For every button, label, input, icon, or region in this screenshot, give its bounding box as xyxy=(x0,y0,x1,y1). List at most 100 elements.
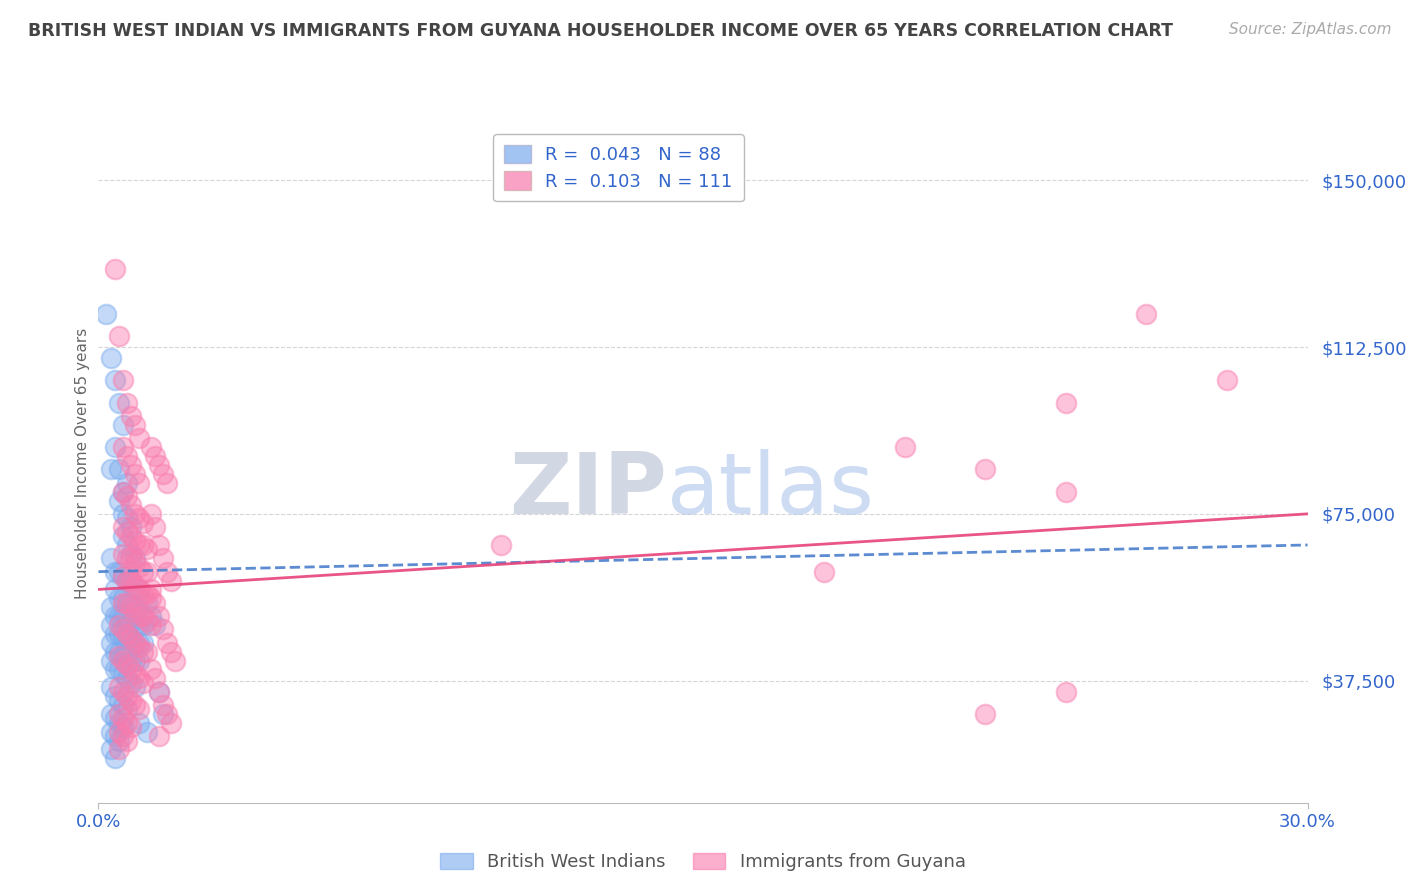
Point xyxy=(111,591,134,606)
Point xyxy=(160,574,183,588)
Point xyxy=(120,547,142,561)
Point xyxy=(107,662,129,676)
Point xyxy=(124,551,146,566)
Point xyxy=(107,680,129,694)
Point xyxy=(139,507,162,521)
Point xyxy=(115,538,138,552)
Point xyxy=(100,742,122,756)
Point xyxy=(120,632,142,646)
Point xyxy=(100,636,122,650)
Point xyxy=(128,600,150,615)
Point xyxy=(103,689,125,703)
Point xyxy=(132,565,155,579)
Legend: R =  0.043   N = 88, R =  0.103   N = 111: R = 0.043 N = 88, R = 0.103 N = 111 xyxy=(494,134,744,202)
Point xyxy=(115,475,138,490)
Point xyxy=(111,569,134,583)
Point xyxy=(132,538,155,552)
Point xyxy=(103,262,125,277)
Point xyxy=(120,675,142,690)
Point xyxy=(128,640,150,655)
Point xyxy=(148,684,170,698)
Point xyxy=(143,449,166,463)
Point xyxy=(974,462,997,476)
Point xyxy=(111,711,134,725)
Point xyxy=(124,533,146,548)
Point xyxy=(115,733,138,747)
Point xyxy=(115,702,138,716)
Point xyxy=(100,351,122,366)
Point xyxy=(100,724,122,739)
Point xyxy=(128,511,150,525)
Point xyxy=(111,609,134,624)
Point xyxy=(111,623,134,637)
Text: atlas: atlas xyxy=(666,450,875,533)
Point xyxy=(107,627,129,641)
Point xyxy=(120,498,142,512)
Point xyxy=(135,645,157,659)
Point xyxy=(124,600,146,615)
Point xyxy=(100,551,122,566)
Point xyxy=(111,417,134,432)
Point xyxy=(107,462,129,476)
Point xyxy=(115,627,138,641)
Point xyxy=(128,609,150,624)
Text: ZIP: ZIP xyxy=(509,450,666,533)
Point xyxy=(143,520,166,534)
Point xyxy=(111,649,134,664)
Legend: British West Indians, Immigrants from Guyana: British West Indians, Immigrants from Gu… xyxy=(433,846,973,879)
Point xyxy=(111,529,134,543)
Point xyxy=(103,627,125,641)
Point xyxy=(115,574,138,588)
Point xyxy=(152,551,174,566)
Point xyxy=(143,618,166,632)
Point xyxy=(111,440,134,454)
Point xyxy=(115,715,138,730)
Point xyxy=(107,724,129,739)
Point xyxy=(115,574,138,588)
Point xyxy=(1054,484,1077,499)
Point xyxy=(132,618,155,632)
Point xyxy=(124,417,146,432)
Point xyxy=(132,587,155,601)
Point xyxy=(132,636,155,650)
Point xyxy=(107,706,129,721)
Point xyxy=(139,440,162,454)
Point xyxy=(143,596,166,610)
Point xyxy=(107,395,129,409)
Point xyxy=(128,582,150,597)
Point xyxy=(115,489,138,503)
Point xyxy=(124,666,146,681)
Point xyxy=(103,662,125,676)
Point xyxy=(139,609,162,624)
Point xyxy=(120,574,142,588)
Point xyxy=(111,729,134,743)
Point xyxy=(128,538,150,552)
Point xyxy=(128,582,150,597)
Point xyxy=(107,609,129,624)
Point xyxy=(1135,307,1157,321)
Point xyxy=(139,582,162,597)
Point xyxy=(111,374,134,388)
Point xyxy=(148,458,170,472)
Point xyxy=(103,751,125,765)
Point xyxy=(124,578,146,592)
Point xyxy=(111,666,134,681)
Point xyxy=(124,582,146,597)
Point xyxy=(974,706,997,721)
Point xyxy=(115,671,138,685)
Point xyxy=(128,636,150,650)
Point xyxy=(111,569,134,583)
Point xyxy=(152,623,174,637)
Point xyxy=(111,520,134,534)
Point xyxy=(139,591,162,606)
Point xyxy=(115,449,138,463)
Point xyxy=(100,706,122,721)
Point xyxy=(111,547,134,561)
Point xyxy=(132,516,155,530)
Point xyxy=(139,662,162,676)
Point xyxy=(1216,374,1239,388)
Point xyxy=(128,431,150,445)
Point xyxy=(135,596,157,610)
Point xyxy=(107,565,129,579)
Point xyxy=(135,614,157,628)
